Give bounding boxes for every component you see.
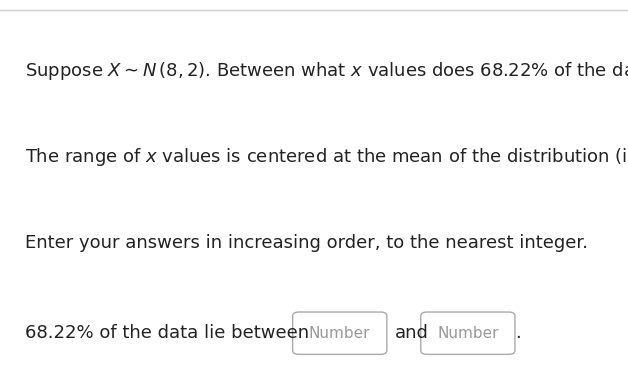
FancyBboxPatch shape xyxy=(293,312,387,354)
Text: 68.22% of the data lie between: 68.22% of the data lie between xyxy=(25,324,309,342)
Text: .: . xyxy=(515,324,521,342)
Text: Suppose $X \sim N\,(8,2)$. Between what $x$ values does 68.22% of the data lie?: Suppose $X \sim N\,(8,2)$. Between what … xyxy=(25,60,628,82)
Text: and: and xyxy=(394,324,428,342)
Text: Number: Number xyxy=(437,326,499,341)
Text: Number: Number xyxy=(309,326,371,341)
Text: The range of $x$ values is centered at the mean of the distribution (i.e., 8).: The range of $x$ values is centered at t… xyxy=(25,146,628,168)
FancyBboxPatch shape xyxy=(421,312,515,354)
Text: Enter your answers in increasing order, to the nearest integer.: Enter your answers in increasing order, … xyxy=(25,234,588,252)
